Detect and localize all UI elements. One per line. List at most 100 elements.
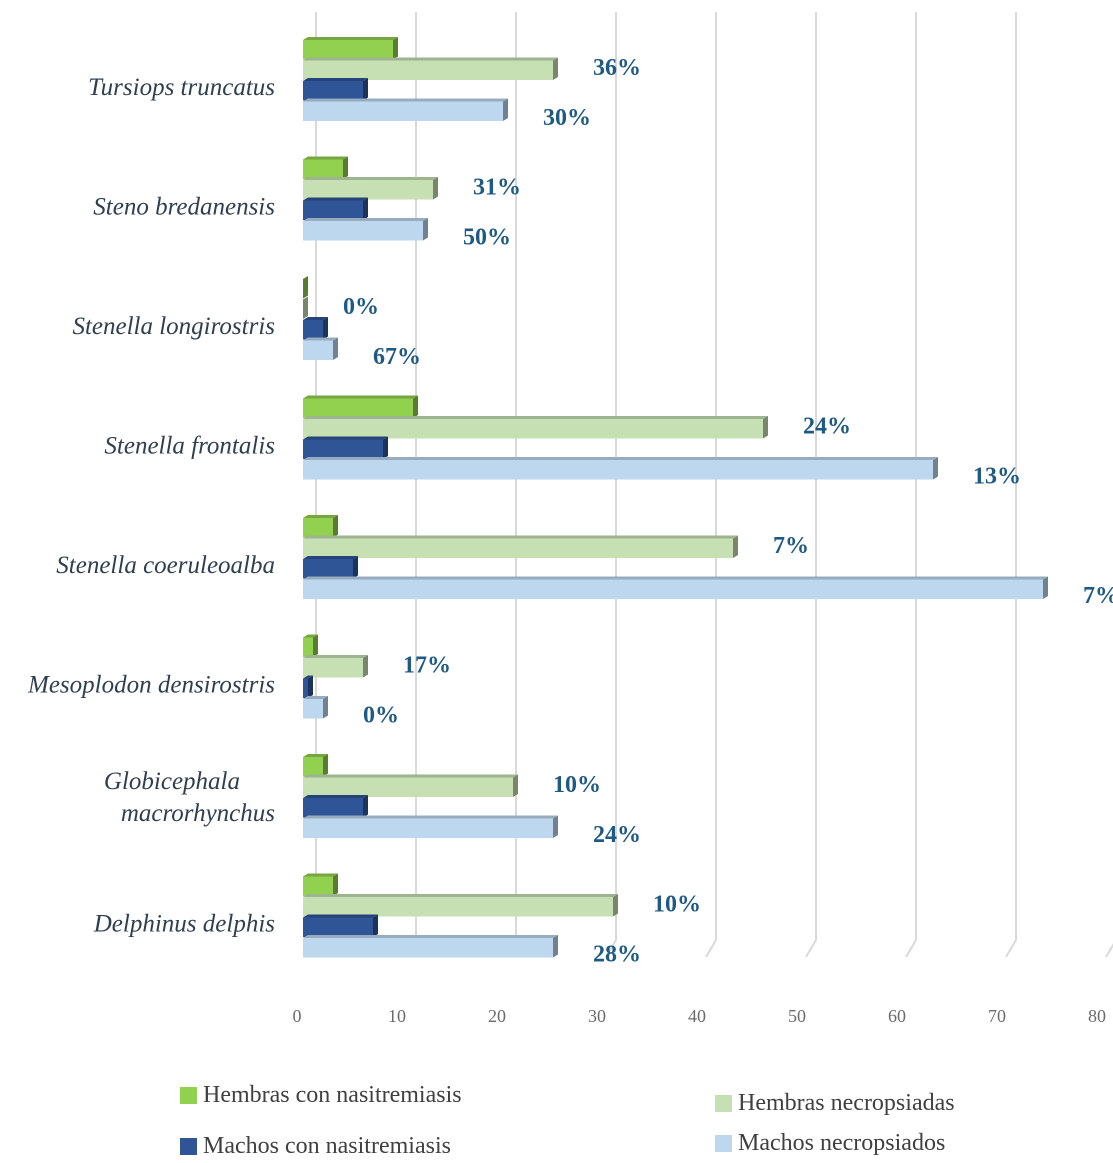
bar	[303, 754, 328, 777]
bar-front	[303, 60, 553, 80]
percent-label-machos: 13%	[973, 464, 1021, 490]
bar-front	[303, 938, 553, 958]
gridline-foot	[905, 939, 917, 958]
bar	[303, 634, 318, 657]
bars	[303, 37, 1048, 958]
bar	[303, 696, 328, 719]
bar-side	[323, 696, 328, 719]
bar-top	[303, 675, 313, 679]
bar-side	[393, 37, 398, 60]
category-label: macrorhynchus	[121, 800, 275, 827]
bar-side	[383, 436, 388, 459]
bar-front	[303, 658, 363, 678]
bar-side	[423, 218, 428, 241]
bar-front	[303, 221, 423, 241]
percent-label-hembras: 17%	[403, 653, 451, 679]
bar-front	[303, 777, 513, 797]
bar-top	[303, 535, 738, 539]
bar	[303, 894, 618, 917]
bar	[303, 37, 398, 60]
gridline-foot	[1105, 943, 1113, 958]
x-tick-label: 30	[588, 1006, 606, 1026]
bar-side	[333, 337, 338, 360]
x-tick-label: 60	[888, 1006, 906, 1026]
bar-front	[303, 398, 413, 418]
bar-front	[303, 419, 763, 439]
percent-label-hembras: 7%	[773, 533, 809, 559]
category-label: Stenella frontalis	[104, 433, 275, 460]
category-label: Globicephala	[104, 768, 240, 795]
bar-front	[303, 200, 363, 220]
bar	[303, 576, 1048, 599]
category-label: Stenella longirostris	[72, 313, 275, 340]
bar-front	[303, 917, 373, 937]
percent-label-hembras: 10%	[653, 892, 701, 918]
bar-side	[933, 457, 938, 480]
bar	[303, 57, 558, 80]
bar-top	[303, 457, 938, 460]
bar-top	[303, 197, 368, 201]
bar-top	[303, 337, 338, 341]
bar-top	[303, 515, 338, 518]
category-label: Tursiops truncatus	[88, 74, 275, 101]
bar-front	[303, 678, 308, 698]
bar-top	[303, 914, 378, 918]
labels: Tursiops truncatus 36%30% Steno bredanensi…	[27, 55, 1113, 968]
bar	[303, 416, 768, 439]
bar-side	[323, 317, 328, 340]
percent-label-machos: 0%	[363, 703, 399, 729]
x-tick-label: 0	[293, 1006, 302, 1026]
bar-side	[1043, 576, 1048, 599]
bar-front	[303, 699, 323, 719]
bar-front	[303, 559, 353, 579]
bar-top	[303, 754, 328, 757]
bar-front	[303, 876, 333, 896]
bar-front	[303, 81, 363, 101]
percent-label-machos: 50%	[463, 225, 511, 251]
bar-front	[303, 320, 323, 340]
bar-top	[303, 935, 558, 938]
bar-top	[303, 894, 618, 897]
bar-top	[303, 873, 338, 877]
bar-side	[343, 156, 348, 179]
bar	[303, 655, 368, 678]
percent-label-hembras: 24%	[803, 414, 851, 440]
percent-label-machos: 7%	[1083, 583, 1113, 609]
category-label: Delphinus delphis	[93, 911, 275, 938]
bar	[303, 218, 428, 241]
bar-side	[333, 515, 338, 538]
percent-label-machos: 28%	[593, 942, 641, 968]
bar-front	[303, 818, 553, 838]
bar-side	[553, 57, 558, 80]
x-tick-label: 70	[988, 1006, 1006, 1026]
bar-side	[613, 894, 618, 917]
bar-top	[303, 156, 348, 160]
x-tick-label: 10	[388, 1006, 406, 1026]
x-tick-label: 40	[688, 1006, 706, 1026]
bar-top	[303, 696, 328, 699]
bar-side	[553, 935, 558, 958]
bar-front	[303, 101, 503, 121]
bar	[303, 78, 368, 101]
x-axis: 0 10 20 30 40 50 60 70 80	[293, 1006, 1107, 1026]
bar	[303, 197, 368, 220]
percent-label-hembras: 31%	[473, 175, 521, 201]
bar-side	[763, 416, 768, 439]
bar-side	[313, 634, 318, 657]
bar-top	[303, 556, 358, 559]
bar	[303, 873, 338, 896]
x-tick-label: 50	[788, 1006, 806, 1026]
bar-top	[303, 37, 398, 40]
bar-side	[308, 675, 313, 698]
legend-item-hembras-necropsiadas: Hembras necropsiadas	[715, 1090, 955, 1117]
legend-item-hembras-con-nasitremiasis: Hembras con nasitremiasis	[180, 1082, 462, 1109]
bar	[303, 935, 558, 958]
bar-side	[513, 774, 518, 797]
bar-top	[303, 416, 768, 419]
bar-top	[303, 576, 1048, 580]
bar-side	[353, 556, 358, 579]
percent-label-machos: 24%	[593, 822, 641, 848]
bar-side	[333, 873, 338, 896]
x-tick-label: 80	[1088, 1006, 1106, 1026]
gridline-foot	[705, 939, 717, 958]
